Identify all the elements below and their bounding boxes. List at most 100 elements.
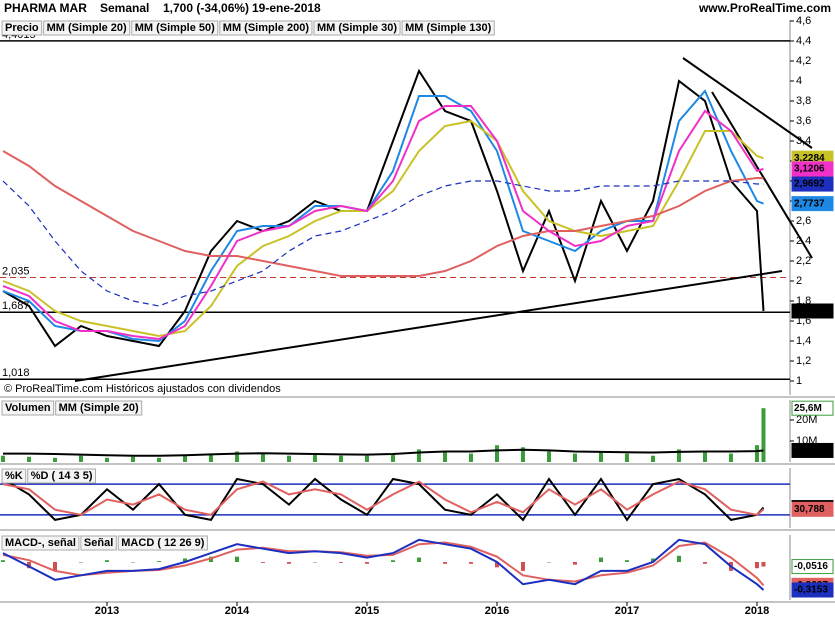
legend-box (1, 468, 27, 484)
bar (520, 447, 525, 462)
y-tick-label: 4,4 (796, 35, 811, 47)
legend-box (131, 20, 219, 36)
bar (260, 561, 265, 563)
value-box-label: 30,788 (794, 504, 825, 515)
value-box-label: 25,6M (794, 403, 822, 414)
bar (761, 561, 766, 567)
bar (208, 453, 213, 462)
bar (494, 561, 499, 568)
bar (130, 561, 135, 563)
bar (416, 449, 421, 462)
bar (312, 561, 317, 563)
x-tick-label: 2014 (225, 605, 250, 617)
y-tick-label: 2 (796, 275, 802, 287)
x-tick-label: 2016 (485, 605, 509, 617)
x-tick-label: 2015 (355, 605, 379, 617)
value-box: 3,1206 (791, 161, 834, 177)
bar (26, 561, 31, 569)
legend-label: MM (Simple 20) (47, 22, 127, 34)
bar (442, 451, 447, 462)
legend-box (43, 20, 131, 36)
legend-label: MM (Simple 20) (59, 402, 139, 414)
date: 19-ene-2018 (252, 1, 321, 15)
legend-box (1, 535, 80, 551)
legend-box (55, 400, 143, 416)
value-box-bg (791, 442, 834, 458)
trendlines (74, 57, 813, 382)
bar (338, 561, 343, 563)
bar (754, 445, 759, 462)
line (2, 105, 764, 341)
bar (156, 561, 161, 562)
value-box-label: 2,9692 (794, 179, 825, 190)
y-tick-label: 20M (796, 414, 817, 426)
bar (130, 456, 135, 462)
panel: 4,64,44,243,83,63,43,232,82,62,42,221,81… (0, 15, 835, 398)
bar (546, 561, 551, 563)
bar (572, 561, 577, 565)
level-label: 1,018 (2, 367, 30, 379)
x-tick-label: 2018 (745, 605, 769, 617)
y-tick-label: 1,2 (796, 355, 811, 367)
legend-box (117, 535, 208, 551)
legend-label: MM (Simple 50) (135, 22, 215, 34)
bar (761, 408, 766, 462)
bar (598, 451, 603, 462)
legend-label: MACD-, señal (5, 537, 76, 549)
bar (728, 453, 733, 462)
y-tick-label: 1,4 (796, 335, 811, 347)
panel: 34,14930,788%K%D ( 14 3 5) (0, 468, 835, 531)
bar (676, 449, 681, 462)
bar (364, 561, 369, 564)
legend-label: Volumen (5, 402, 51, 414)
line (3, 448, 764, 457)
y-tick-label: 3,6 (796, 115, 811, 127)
value-box-label: -0,0516 (794, 561, 828, 572)
legend-box (1, 20, 43, 36)
bar (546, 451, 551, 462)
x-tick-label: 2013 (95, 605, 119, 617)
legend-box (401, 20, 495, 36)
value-box-label: 1,700 (794, 306, 819, 317)
bar (676, 555, 681, 562)
bar (650, 558, 655, 562)
bar (468, 453, 473, 462)
bar (624, 560, 629, 562)
line (2, 68, 765, 348)
bar (26, 456, 31, 462)
value-box-label: 3,2284 (794, 153, 825, 164)
chart-title: PHARMA MAR (4, 1, 87, 15)
y-tick-label: 3,8 (796, 95, 811, 107)
legend-box (219, 20, 313, 36)
line (2, 480, 765, 516)
bar (338, 455, 343, 462)
bar (624, 453, 629, 462)
value-box-bg (791, 582, 834, 598)
legend-label: MM (Simple 130) (405, 22, 492, 34)
bar (754, 561, 759, 569)
note: © ProRealTime.com Históricos ajustados c… (4, 383, 281, 395)
bar (234, 556, 239, 562)
value-box: 1,700 (791, 303, 834, 319)
value-box-label: -0,3153 (794, 585, 828, 596)
y-tick-label: 4,2 (796, 55, 811, 67)
bar (260, 453, 265, 462)
value-box: 2,7737 (791, 196, 834, 212)
bar (182, 558, 187, 562)
line (2, 477, 765, 522)
bar (156, 457, 161, 462)
bar (442, 561, 447, 564)
legend-label: Precio (5, 22, 39, 34)
y-tick-label: 4,6 (796, 15, 811, 27)
bar (0, 455, 5, 462)
bar (494, 445, 499, 462)
legend-label: MM (Simple 200) (223, 22, 310, 34)
value-box-label: 3,1206 (794, 164, 825, 175)
period: Semanal (100, 1, 149, 15)
bar (104, 560, 109, 562)
legend-box (1, 400, 55, 416)
